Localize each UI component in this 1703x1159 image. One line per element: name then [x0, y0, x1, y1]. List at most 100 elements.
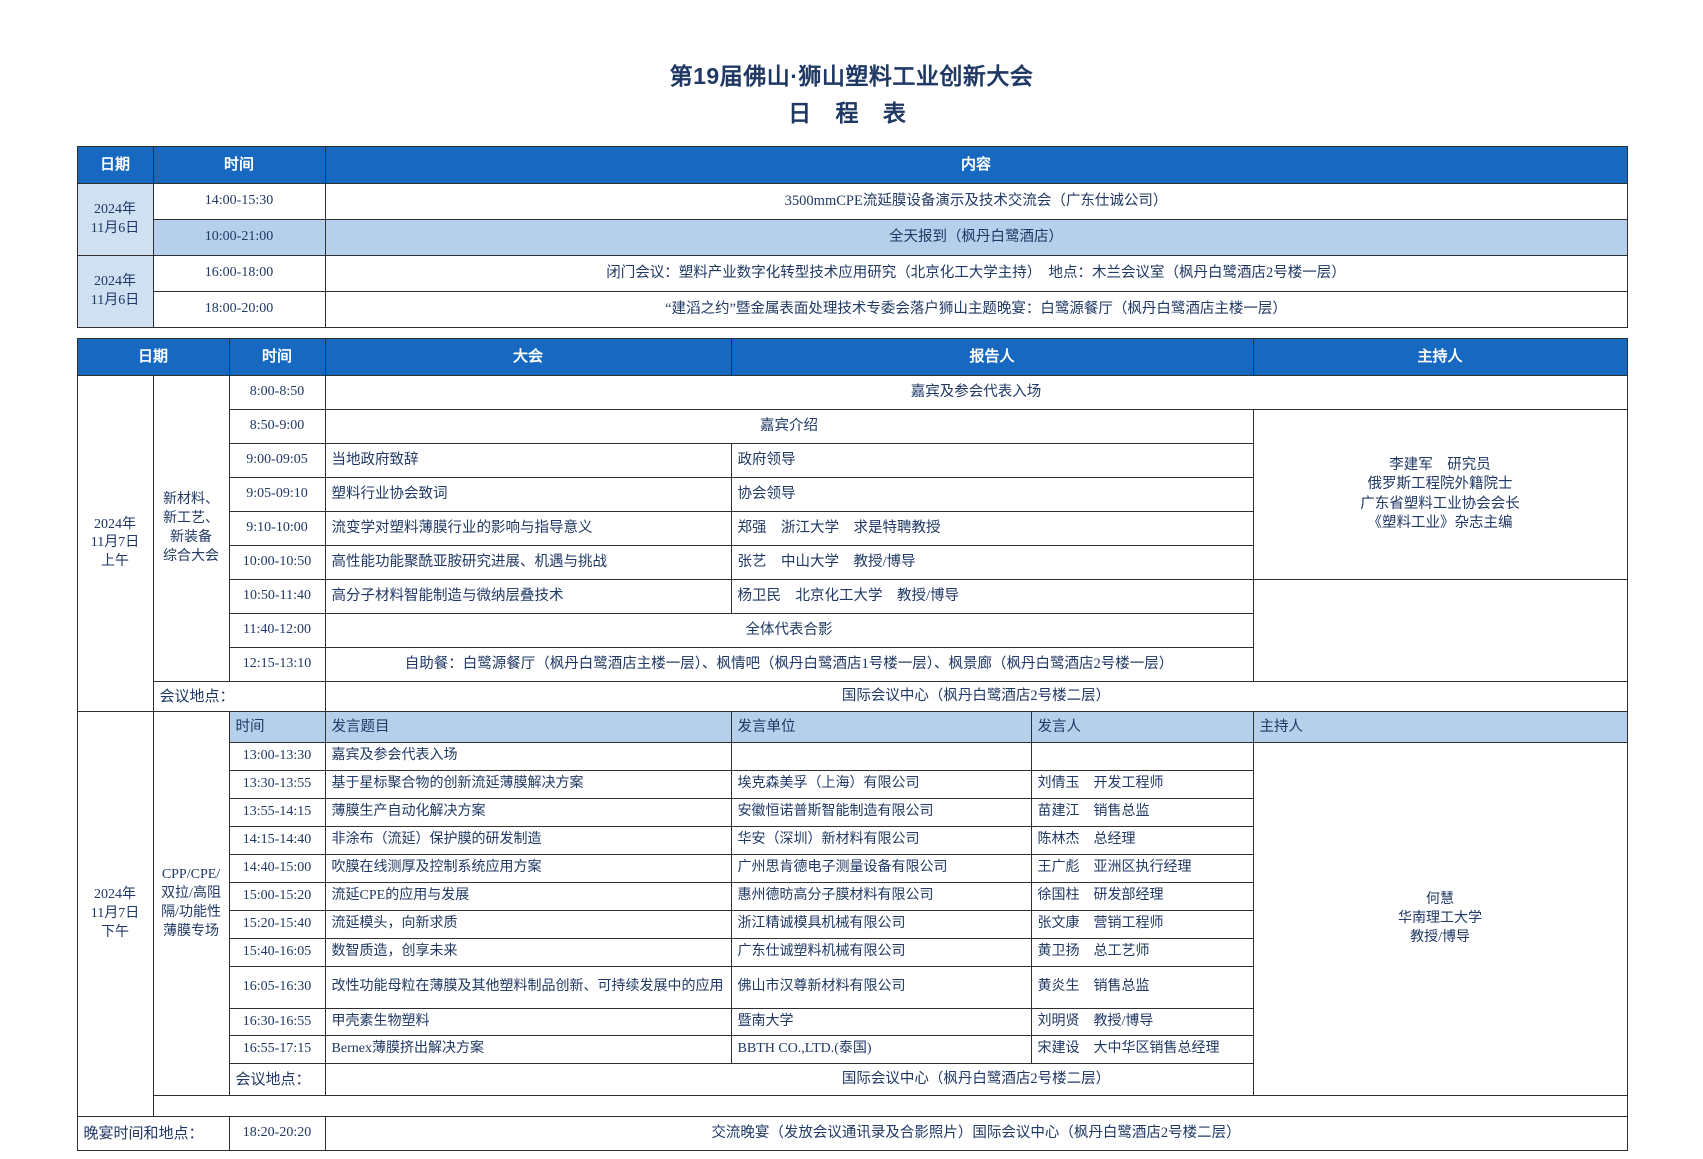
speaker-cell: 刘明贤 教授/博导 — [1030, 1007, 1254, 1037]
col-header-content: 内容 — [324, 146, 1628, 185]
org-cell — [730, 742, 1032, 772]
time-cell: 10:00-21:00 — [152, 219, 326, 257]
table-row: 2024年 11月6日 14:00-15:30 3500mmCPE流延膜设备演示… — [76, 183, 1628, 257]
table-row: 13:55-14:15 薄膜生产自动化解决方案 安徽恒诺普斯智能制造有限公司 苗… — [77, 798, 1627, 828]
speaker-cell: 徐国柱 研发部经理 — [1030, 881, 1254, 911]
section2-table: 日期 时间 大会 报告人 主持人 2024年 11月7日 上午 新材料、 新工艺… — [76, 338, 1628, 1152]
time-cell: 10:00-10:50 — [228, 545, 326, 581]
table-row: 18:00-20:00 “建滔之约”暨金属表面处理技术专委会落户狮山主题晚宴：白… — [77, 291, 1628, 329]
table-row: 16:05-16:30 改性功能母粒在薄膜及其他塑料制品创新、可持续发展中的应用… — [77, 965, 1627, 1009]
venue-value: 国际会议中心（枫丹白鹭酒店2号楼二层） — [324, 681, 1628, 713]
table-row: 13:30-13:55 基于星标聚合物的创新流延薄膜解决方案 埃克森美孚（上海）… — [77, 770, 1627, 800]
content-cell: 3500mmCPE流延膜设备演示及技术交流会（广东仕诚公司） — [324, 183, 1628, 221]
time-cell: 13:00-13:30 — [228, 742, 326, 772]
tables-wrapper: 日期 时间 内容 2024年 11月6日 14:00-15:30 3500mmC… — [76, 146, 1628, 1152]
topic-cell: 基于星标聚合物的创新流延薄膜解决方案 — [324, 770, 732, 800]
time-cell: 10:50-11:40 — [228, 579, 326, 615]
table-row: 10:00-21:00 全天报到（枫丹白鹭酒店） — [77, 219, 1628, 257]
speaker-cell: 黄卫扬 总工艺师 — [1030, 937, 1254, 967]
table-row: 2024年 11月7日 上午 新材料、 新工艺、 新装备 综合大会 8:00-8… — [76, 375, 1628, 713]
topic-cell: 流延CPE的应用与发展 — [324, 881, 732, 911]
topic-cell: 流延模头，向新求质 — [324, 909, 732, 939]
table-row: 12:15-13:10 自助餐：白鹭源餐厅（枫丹白鹭酒店主楼一层）、枫情吧（枫丹… — [77, 647, 1627, 683]
topic-cell: 薄膜生产自动化解决方案 — [324, 798, 732, 828]
time-cell: 15:40-16:05 — [228, 937, 326, 967]
table-row: 2024年 11月6日 16:00-18:00 闭门会议：塑料产业数字化转型技术… — [76, 255, 1628, 329]
time-cell: 9:00-09:05 — [228, 443, 326, 479]
table-row: 15:20-15:40 流延模头，向新求质 浙江精诚模具机械有限公司 张文康 营… — [77, 909, 1627, 939]
speaker-cell: 张文康 营销工程师 — [1030, 909, 1254, 939]
table-row: 16:30-16:55 甲壳素生物塑料 暨南大学 刘明贤 教授/博导 — [77, 1007, 1627, 1037]
table-row: 10:00-10:50 高性能功能聚酰亚胺研究进展、机遇与挑战 张艺 中山大学 … — [77, 545, 1627, 581]
speaker-cell: 王广彪 亚洲区执行经理 — [1030, 853, 1254, 883]
table-row: 10:50-11:40 高分子材料智能制造与微纳层叠技术 杨卫民 北京化工大学 … — [77, 579, 1628, 683]
topic-cell: Bernex薄膜挤出解决方案 — [324, 1035, 732, 1065]
content-cell: 闭门会议：塑料产业数字化转型技术应用研究（北京化工大学主持） 地点：木兰会议室（… — [324, 255, 1628, 293]
spacer-row — [77, 1095, 1628, 1118]
col-header-date: 日期 — [76, 338, 230, 377]
col-header-host: 主持人 — [1252, 338, 1628, 377]
org-cell: 华安（深圳）新材料有限公司 — [730, 826, 1032, 855]
col-header-org: 发言单位 — [730, 711, 1032, 744]
topic-cell: 高性能功能聚酰亚胺研究进展、机遇与挑战 — [324, 545, 732, 581]
time-cell: 15:20-15:40 — [228, 909, 326, 939]
host-cell: 何慧 华南理工大学 教授/博导 — [1252, 742, 1628, 1097]
col-header-speaker: 报告人 — [730, 338, 1254, 377]
time-cell: 9:05-09:10 — [228, 477, 326, 513]
date-cell: 2024年 11月6日 — [76, 255, 154, 329]
time-cell: 16:55-17:15 — [228, 1035, 326, 1065]
venue-label: 会议地点： — [228, 1063, 326, 1097]
table-row: 9:00-09:05 当地政府致辞 政府领导 — [77, 443, 1627, 479]
time-cell: 14:40-15:00 — [228, 853, 326, 883]
org-cell: 浙江精诚模具机械有限公司 — [730, 909, 1032, 939]
topic-cell: 塑料行业协会致词 — [324, 477, 732, 513]
topic-cell: 数智质造，创享未来 — [324, 937, 732, 967]
dinner-content: 交流晚宴（发放会议通讯录及合影照片）国际会议中心（枫丹白鹭酒店2号楼二层） — [324, 1116, 1628, 1152]
org-cell: 暨南大学 — [730, 1007, 1032, 1037]
time-cell: 16:30-16:55 — [228, 1007, 326, 1037]
org-cell: 佛山市汉尊新材料有限公司 — [730, 965, 1032, 1009]
table-row: 9:10-10:00 流变学对塑料薄膜行业的影响与指导意义 郑强 浙江大学 求是… — [77, 511, 1627, 547]
topic-cell: 吹膜在线测厚及控制系统应用方案 — [324, 853, 732, 883]
venue-label: 会议地点： — [152, 681, 326, 713]
table-row: 9:05-09:10 塑料行业协会致词 协会领导 — [77, 477, 1627, 513]
speaker-cell: 郑强 浙江大学 求是特聘教授 — [730, 511, 1254, 547]
time-cell: 13:55-14:15 — [228, 798, 326, 828]
col-header-speaker: 发言人 — [1030, 711, 1254, 744]
table-row: 14:15-14:40 非涂布（流延）保护膜的研发制造 华安（深圳）新材料有限公… — [77, 826, 1627, 855]
speaker-cell: 宋建设 大中华区销售总经理 — [1030, 1035, 1254, 1065]
topic-cell: 高分子材料智能制造与微纳层叠技术 — [324, 579, 732, 615]
time-cell: 13:30-13:55 — [228, 770, 326, 800]
time-cell: 8:50-9:00 — [228, 409, 326, 445]
col-header-time: 时间 — [228, 711, 326, 744]
col-header-conference: 大会 — [324, 338, 732, 377]
venue-row: 会议地点： 国际会议中心（枫丹白鹭酒店2号楼二层） — [77, 1063, 1628, 1097]
dinner-time: 18:20-20:20 — [228, 1116, 326, 1152]
section2-header-row: 日期 时间 大会 报告人 主持人 — [76, 338, 1628, 377]
col-header-date: 日期 — [76, 146, 154, 185]
date-cell: 2024年 11月6日 — [76, 183, 154, 257]
title-block: 第19届佛山·狮山塑料工业创新大会 日 程 表 — [0, 0, 1703, 130]
content-cell: 嘉宾介绍 — [324, 409, 1254, 445]
time-cell: 16:00-18:00 — [152, 255, 326, 293]
venue-row: 会议地点： 国际会议中心（枫丹白鹭酒店2号楼二层） — [77, 681, 1628, 713]
time-cell: 14:00-15:30 — [152, 183, 326, 221]
content-cell: 全体代表合影 — [324, 613, 1254, 649]
time-cell: 15:00-15:20 — [228, 881, 326, 911]
topic-cell: 嘉宾及参会代表入场 — [324, 742, 732, 772]
org-cell: 惠州德昉高分子膜材料有限公司 — [730, 881, 1032, 911]
topic-cell: 甲壳素生物塑料 — [324, 1007, 732, 1037]
topic-cell: 非涂布（流延）保护膜的研发制造 — [324, 826, 732, 855]
col-header-time: 时间 — [228, 338, 326, 377]
time-cell: 16:05-16:30 — [228, 965, 326, 1009]
speaker-cell — [1030, 742, 1254, 772]
col-header-host: 主持人 — [1252, 711, 1628, 744]
track-cell: 新材料、 新工艺、 新装备 综合大会 — [152, 375, 230, 683]
speaker-cell: 政府领导 — [730, 443, 1254, 479]
track-cell: CPP/CPE/ 双拉/高阻 隔/功能性 薄膜专场 — [152, 711, 230, 1097]
dinner-label: 晚宴时间和地点： — [76, 1116, 230, 1152]
section1-table: 日期 时间 内容 2024年 11月6日 14:00-15:30 3500mmC… — [76, 146, 1628, 329]
table-row: 8:50-9:00 嘉宾介绍 李建军 研究员 俄罗斯工程院外籍院士 广东省塑料工… — [77, 409, 1628, 581]
content-cell: 自助餐：白鹭源餐厅（枫丹白鹭酒店主楼一层）、枫情吧（枫丹白鹭酒店1号楼一层）、枫… — [324, 647, 1254, 683]
